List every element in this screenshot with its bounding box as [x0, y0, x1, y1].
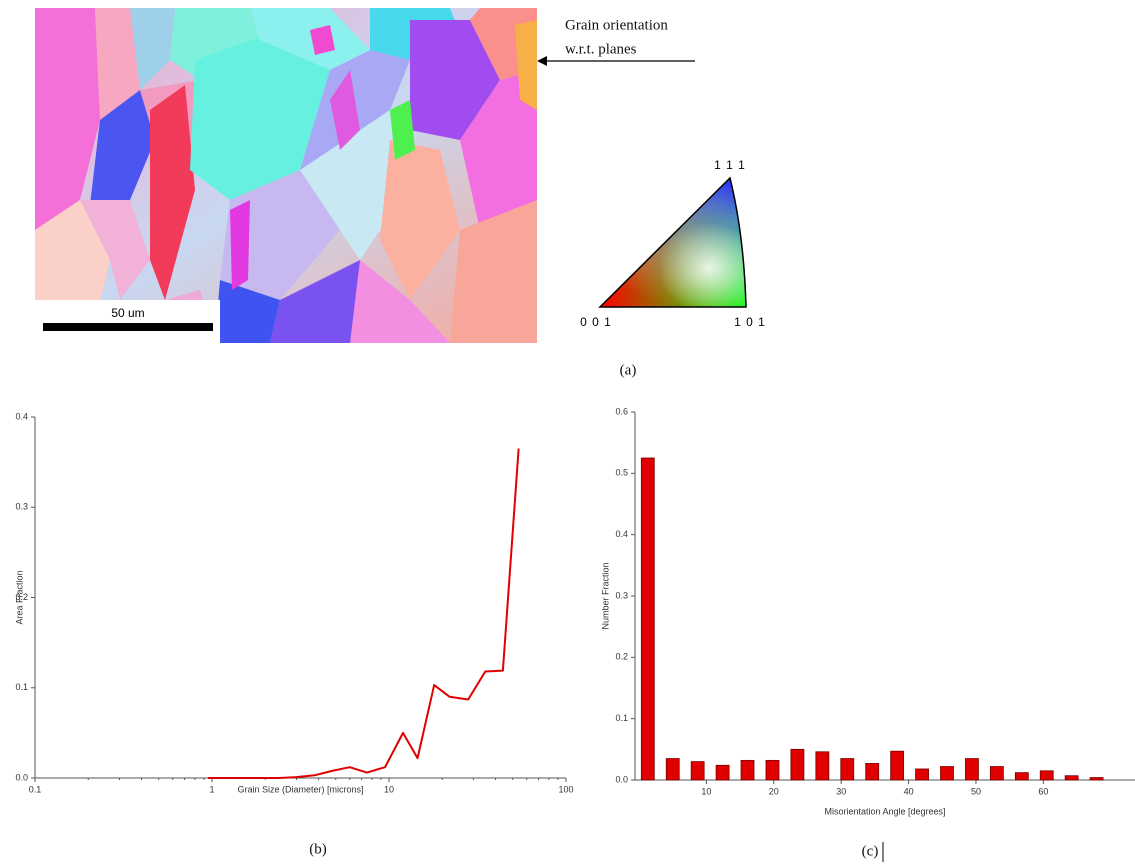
x-tick-label: 10: [701, 786, 711, 796]
x-axis-title: Grain Size (Diameter) [microns]: [237, 784, 363, 794]
y-tick-label: 0.3: [615, 590, 628, 600]
y-tick-label: 0.3: [15, 502, 28, 512]
y-tick-label: 0.2: [615, 652, 628, 662]
x-tick-label: 40: [904, 786, 914, 796]
ipf-label: 1 0 1: [734, 315, 766, 329]
y-axis-title: Number Fraction: [600, 562, 610, 629]
ipf-label: 1 1 1: [714, 158, 746, 172]
figure: 50 um Grain orientation w.r.t. planes 1 …: [0, 0, 1135, 865]
ipf-triangle: [600, 178, 746, 307]
y-tick-label: 0.4: [615, 529, 628, 539]
y-tick-label: 0.1: [615, 713, 628, 723]
x-tick-label: 50: [971, 786, 981, 796]
x-tick-label: 20: [769, 786, 779, 796]
bar: [641, 458, 654, 780]
bar: [816, 752, 829, 780]
scale-bar: [43, 323, 213, 331]
caption: (c): [862, 843, 879, 859]
bar: [891, 751, 904, 780]
bar: [940, 767, 953, 780]
arrowhead: [537, 56, 547, 66]
bar: [741, 760, 754, 780]
ebsd-map: [35, 8, 537, 343]
bar: [916, 769, 929, 780]
data-line: [208, 449, 519, 778]
y-tick-label: 0.4: [15, 411, 28, 421]
bar: [1065, 776, 1078, 780]
bar: [766, 760, 779, 780]
x-tick-label: 100: [558, 784, 573, 794]
bar: [716, 765, 729, 780]
x-tick-label: 1: [209, 784, 214, 794]
y-tick-label: 0.5: [615, 468, 628, 478]
x-axis-title: Misorientation Angle [degrees]: [824, 806, 945, 816]
bar: [990, 767, 1003, 780]
bar: [1040, 771, 1053, 780]
scale-bar-label: 50 um: [111, 306, 144, 320]
x-tick-label: 0.1: [29, 784, 42, 794]
bar: [841, 759, 854, 780]
bar: [791, 749, 804, 780]
bar: [965, 759, 978, 780]
y-tick-label: 0.1: [15, 682, 28, 692]
ipf-label: 0 0 1: [580, 315, 612, 329]
x-tick-label: 30: [836, 786, 846, 796]
bar: [666, 759, 679, 780]
bar: [1015, 773, 1028, 780]
annotation: Grain orientation: [565, 17, 668, 33]
y-axis-title: Area Fraction: [14, 570, 24, 624]
caption: (b): [309, 841, 327, 857]
x-tick-label: 10: [384, 784, 394, 794]
x-tick-label: 60: [1038, 786, 1048, 796]
caption: (a): [620, 362, 637, 378]
y-tick-label: 0.6: [615, 406, 628, 416]
bar: [691, 762, 704, 780]
bar: [1090, 778, 1103, 780]
y-tick-label: 0.0: [15, 772, 28, 782]
bar: [866, 763, 879, 780]
y-tick-label: 0.0: [615, 774, 628, 784]
annotation: w.r.t. planes: [565, 41, 637, 57]
